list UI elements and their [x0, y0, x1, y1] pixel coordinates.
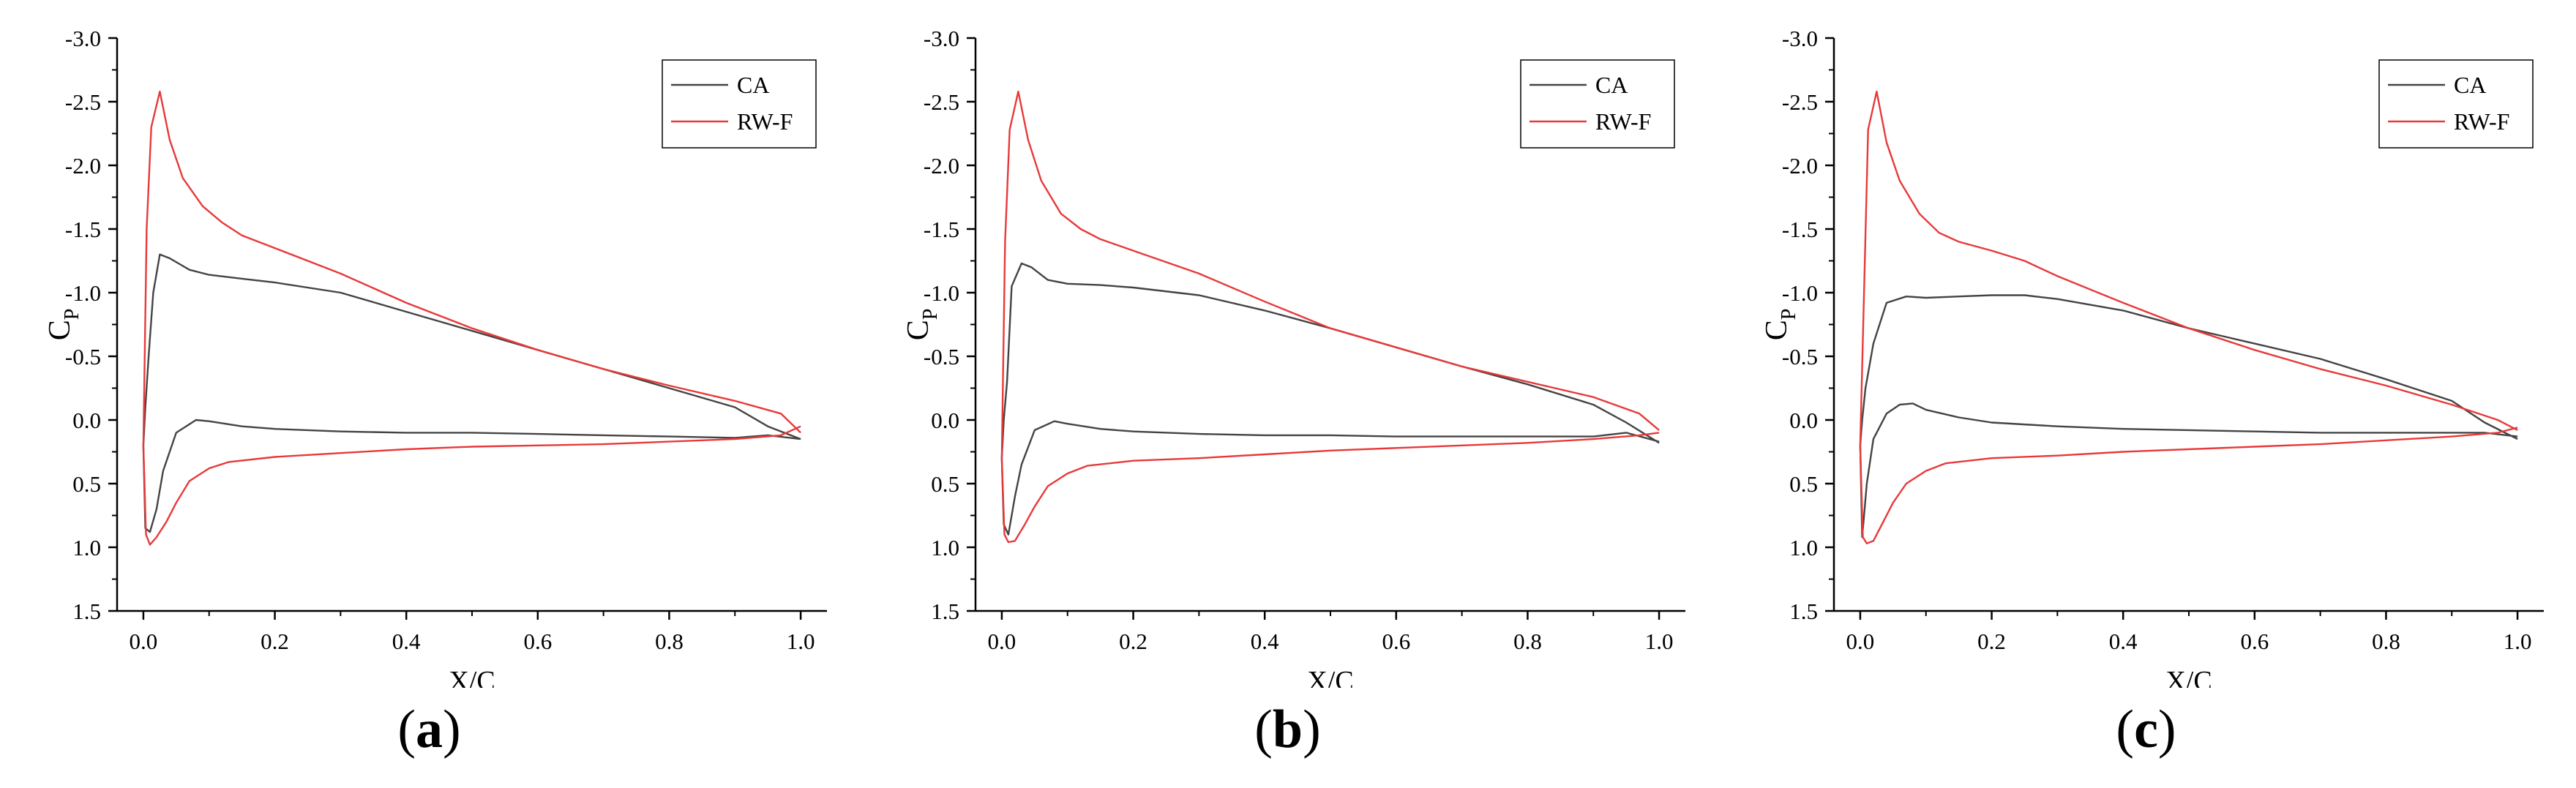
x-tick-label: 0.8 [655, 628, 684, 654]
y-axis-label: CP [902, 309, 942, 341]
y-tick-label: -3.0 [1782, 26, 1818, 51]
caption-c: (c) [2116, 699, 2176, 759]
series-line-ca [1000, 262, 1660, 536]
x-tick-label: 0.8 [2372, 628, 2400, 654]
y-tick-label: 0.0 [72, 408, 101, 433]
legend-label-rw-f: RW-F [737, 108, 793, 135]
panel-c: -3.0 -2.5 -2.0 -1.5 -1.0 -0.5 0.0 0.5 1.0 1.5 0.0 0… [1717, 0, 2575, 788]
x-tick-label: 0.2 [1119, 628, 1147, 654]
chart-c: -3.0 -2.5 -2.0 -1.5 -1.0 -0.5 0.0 0.5 1.0 1.5 0.0 0… [1760, 26, 2544, 688]
y-tick-label: -1.0 [65, 280, 101, 306]
y-axis-label-subscript: P [61, 309, 83, 320]
y-tick-label: 0.5 [931, 471, 959, 497]
x-axis-label: X/C [1307, 666, 1353, 688]
y-axis-label-group: CP [1760, 309, 1800, 341]
x-tick-label: 0.4 [2109, 628, 2138, 654]
x-tick-label: 1.0 [787, 628, 815, 654]
y-axis-label-main: C [1760, 320, 1794, 340]
x-tick-label: 0.0 [1846, 628, 1875, 654]
x-axis-label: X/C [2165, 666, 2212, 688]
x-tick-label: 0.0 [130, 628, 158, 654]
x-tick-label: 1.0 [2504, 628, 2532, 654]
legend-label-ca: CA [737, 72, 769, 98]
y-tick-label: -3.0 [924, 26, 959, 51]
y-tick-label: -2.5 [65, 89, 101, 115]
x-tick-label: 0.6 [523, 628, 552, 654]
y-axis-label-main: C [902, 320, 935, 340]
panel-b: -3.0 -2.5 -2.0 -1.5 -1.0 -0.5 0.0 0.5 1.0 1.5 0.0 0… [858, 0, 1717, 788]
chart-b: -3.0 -2.5 -2.0 -1.5 -1.0 -0.5 0.0 0.5 1.0 1.5 0.0 0… [902, 26, 1685, 688]
panel-label-a: a [416, 699, 443, 759]
y-tick-label: 1.5 [1789, 598, 1818, 624]
y-axis-label: CP [43, 309, 83, 341]
legend-box [662, 59, 817, 149]
caption-b: (b) [1254, 699, 1321, 759]
x-tick-label: 0.8 [1513, 628, 1542, 654]
y-tick-label: 1.5 [72, 598, 101, 624]
caption-a: (a) [397, 699, 461, 759]
x-tick-label: 0.0 [988, 628, 1016, 654]
y-tick-label: 0.5 [72, 471, 101, 497]
series-line-ca [1859, 294, 2518, 539]
panel-label-b: b [1272, 699, 1303, 759]
y-tick-label: 1.5 [931, 598, 959, 624]
y-tick-label: -1.5 [65, 217, 101, 242]
x-tick-label: 0.2 [261, 628, 289, 654]
panel-a: -3.0 -2.5 -2.0 -1.5 -1.0 -0.5 0.0 0.5 1.0 1.5 0.0 0… [0, 0, 858, 788]
x-tick-label: 0.6 [1382, 628, 1410, 654]
panel-label-c: c [2134, 699, 2158, 759]
chart-a: -3.0 -2.5 -2.0 -1.5 -1.0 -0.5 0.0 0.5 1.0 1.5 0.0 0… [43, 26, 827, 688]
y-axis-label: CP [1760, 309, 1800, 341]
y-tick-label: -3.0 [65, 26, 101, 51]
series-line-rw-f [1859, 90, 2518, 544]
y-axis-label-subscript: P [919, 309, 942, 320]
y-tick-label: -1.0 [924, 280, 959, 306]
legend-label-ca: CA [2454, 72, 2486, 98]
legend-box [1520, 59, 1675, 149]
x-tick-label: 1.0 [1645, 628, 1674, 654]
series-line-rw-f [142, 90, 801, 546]
y-tick-label: 0.0 [1789, 408, 1818, 433]
y-tick-label: -0.5 [1782, 344, 1818, 369]
y-axis-label-main: C [43, 320, 77, 340]
x-tick-label: 0.4 [392, 628, 421, 654]
y-tick-label: 1.0 [1789, 535, 1818, 560]
y-tick-label: -1.5 [924, 217, 959, 242]
x-tick-label: 0.4 [1251, 628, 1279, 654]
y-tick-label: 0.5 [1789, 471, 1818, 497]
x-axis-label: X/C [449, 666, 495, 688]
y-tick-label: -2.5 [924, 89, 959, 115]
y-axis-label-subscript: P [1778, 309, 1800, 320]
y-tick-label: -0.5 [65, 344, 101, 369]
legend-box [2378, 59, 2534, 149]
y-tick-label: -2.0 [924, 153, 959, 179]
y-tick-label: 1.0 [931, 535, 959, 560]
y-tick-label: -2.0 [65, 153, 101, 179]
y-tick-label: -1.0 [1782, 280, 1818, 306]
series-line-rw-f [1000, 90, 1660, 544]
legend-label-rw-f: RW-F [1595, 108, 1651, 135]
y-tick-label: -2.5 [1782, 89, 1818, 115]
x-tick-label: 0.2 [1977, 628, 2006, 654]
y-tick-label: -2.0 [1782, 153, 1818, 179]
y-axis-label-group: CP [902, 309, 942, 341]
y-axis-label-group: CP [43, 309, 83, 341]
y-tick-label: 1.0 [72, 535, 101, 560]
legend-label-rw-f: RW-F [2454, 108, 2509, 135]
legend-label-ca: CA [1595, 72, 1628, 98]
y-tick-label: -0.5 [924, 344, 959, 369]
y-tick-label: 0.0 [931, 408, 959, 433]
x-tick-label: 0.6 [2240, 628, 2269, 654]
y-tick-label: -1.5 [1782, 217, 1818, 242]
